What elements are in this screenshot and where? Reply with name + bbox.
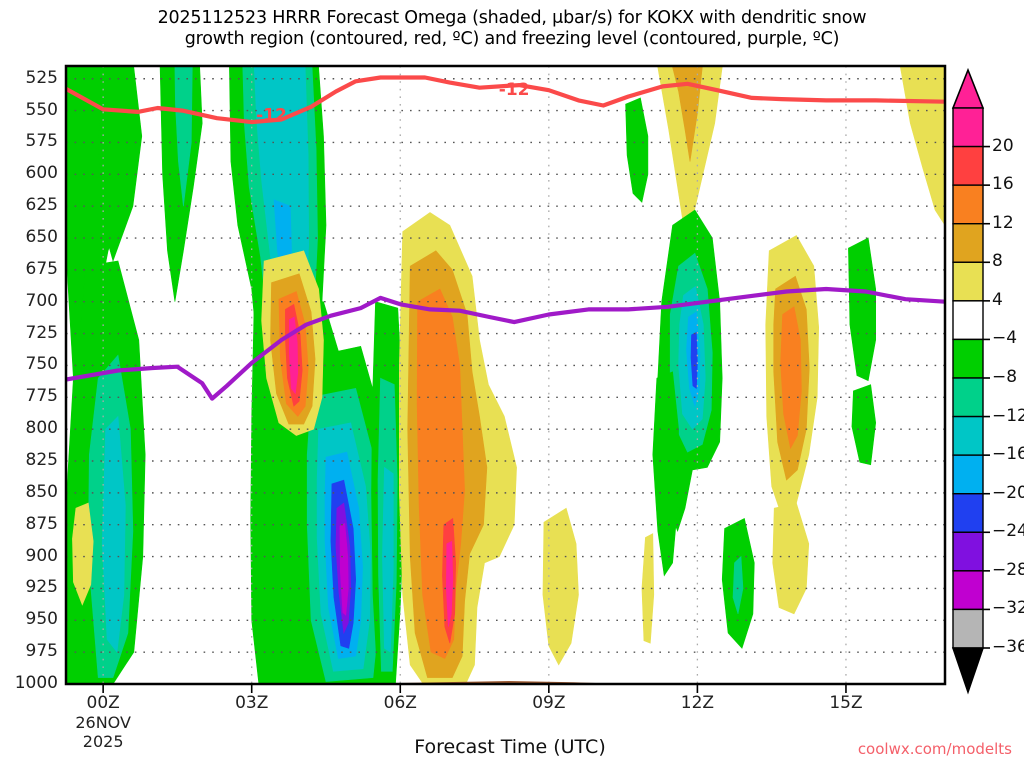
colorbar-tick-label: 20 bbox=[992, 135, 1014, 156]
x-axis-title: Forecast Time (UTC) bbox=[414, 736, 606, 758]
x-axis-date-line: 26NOV bbox=[75, 713, 131, 732]
colorbar-tick-label: −32 bbox=[992, 598, 1024, 619]
chart-title: 2025112523 HRRR Forecast Omega (shaded, … bbox=[0, 8, 1024, 50]
x-axis-tick-label: 06Z bbox=[383, 693, 417, 713]
x-axis-tick-label: 15Z bbox=[829, 693, 863, 713]
colorbar-tick-label: −16 bbox=[992, 444, 1024, 465]
x-axis-tick-label: 12Z bbox=[680, 693, 715, 713]
contour-label: -12 bbox=[256, 105, 287, 125]
colorbar-tick-label: −36 bbox=[992, 637, 1024, 657]
y-axis-tick-label: 775 bbox=[25, 386, 58, 407]
contour-label: -12 bbox=[499, 80, 530, 100]
y-axis-tick-label: 875 bbox=[25, 513, 58, 534]
plot-frame bbox=[64, 64, 947, 686]
colorbar-tick-label: −4 bbox=[992, 328, 1018, 349]
y-axis-tick-label: 900 bbox=[25, 545, 58, 566]
x-axis-date-label: 26NOV 2025 bbox=[53, 713, 153, 751]
omega-shading-layer bbox=[66, 67, 945, 684]
colorbar bbox=[951, 67, 990, 695]
y-axis-tick-label: 700 bbox=[25, 290, 58, 311]
y-axis-tick-label: 950 bbox=[25, 609, 58, 630]
colorbar-tick-label: −8 bbox=[992, 367, 1018, 387]
y-axis-tick-label: 975 bbox=[25, 641, 58, 662]
y-axis-tick-label: 625 bbox=[25, 195, 58, 216]
y-axis-tick-label: 850 bbox=[25, 481, 58, 502]
x-axis-tick-label: 09Z bbox=[532, 693, 566, 713]
y-axis-tick-label: 550 bbox=[25, 99, 58, 120]
colorbar-tick-label: 8 bbox=[992, 251, 1003, 272]
y-axis-tick-label: 825 bbox=[25, 450, 58, 470]
x-axis-tick-label: 00Z bbox=[86, 693, 120, 713]
colorbar-tick-label: −24 bbox=[992, 521, 1024, 542]
y-axis-tick-label: 575 bbox=[25, 131, 58, 152]
y-axis-tick-label: 925 bbox=[25, 577, 58, 598]
attribution-label: coolwx.com/modelts bbox=[857, 740, 1012, 758]
gridlines-layer bbox=[66, 66, 945, 693]
y-axis-tick-label: 800 bbox=[25, 418, 58, 439]
y-axis-tick-label: 600 bbox=[25, 163, 58, 184]
colorbar-tick-label: 16 bbox=[992, 174, 1014, 195]
colorbar-tick-label: 4 bbox=[992, 289, 1003, 310]
x-axis-tick-label: 03Z bbox=[235, 693, 269, 713]
y-axis-tick-label: 675 bbox=[25, 258, 58, 279]
chart-title-line-2: growth region (contoured, red, ºC) and f… bbox=[184, 29, 840, 49]
colorbar-tick-label: −12 bbox=[992, 405, 1024, 426]
contour-lines-layer: -12 -12 bbox=[66, 75, 945, 401]
colorbar-tick-label: −20 bbox=[992, 482, 1024, 503]
y-axis-tick-label: 750 bbox=[25, 354, 58, 375]
y-axis-tick-label: 725 bbox=[25, 322, 58, 343]
colorbar-tick-label: −28 bbox=[992, 559, 1024, 580]
y-axis-tick-label: 650 bbox=[25, 227, 58, 248]
colorbar-tick-label: 12 bbox=[992, 212, 1014, 233]
x-axis-date-line: 2025 bbox=[82, 732, 124, 751]
y-axis-tick-label: 1000 bbox=[14, 673, 58, 693]
chart-title-line-1: 2025112523 HRRR Forecast Omega (shaded, … bbox=[157, 8, 867, 28]
y-axis-tick-label: 525 bbox=[25, 67, 58, 88]
